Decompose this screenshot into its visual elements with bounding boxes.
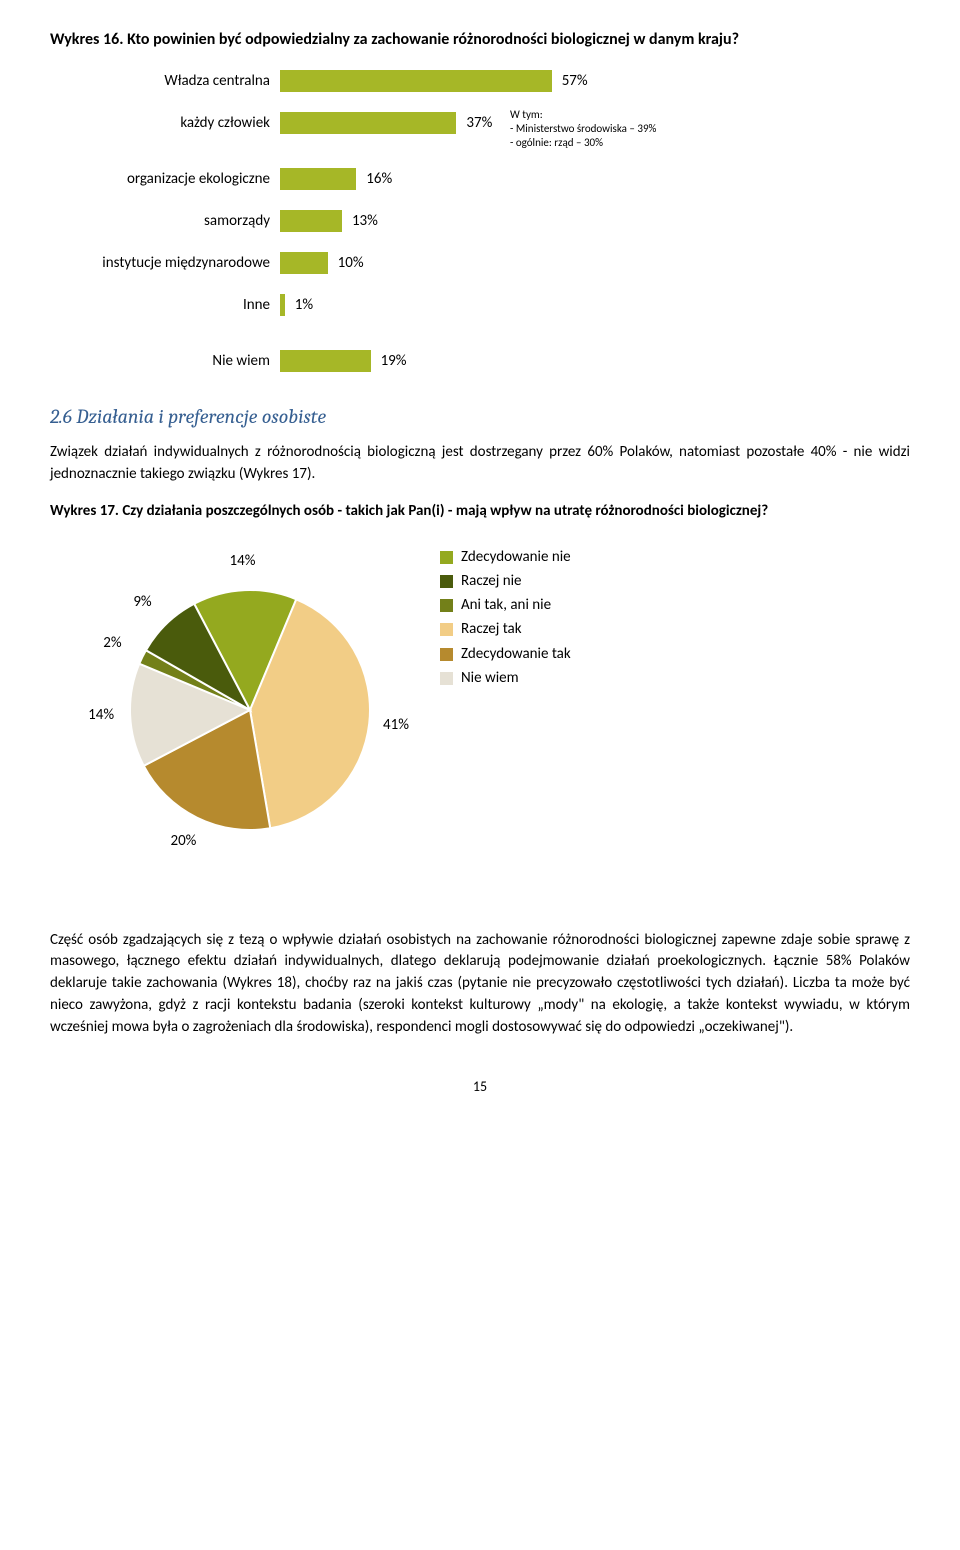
bar-value: 10% [338, 254, 364, 272]
bar-label: Inne [80, 296, 280, 314]
section-heading: 2.6 Działania i preferencje osobiste [50, 405, 910, 428]
bar-chart-16: Władza centralna57%każdy człowiek37%W ty… [80, 67, 910, 375]
bar-row: instytucje międzynarodowe 10% [80, 249, 910, 277]
legend-swatch [440, 599, 453, 612]
bar-label: każdy człowiek [80, 114, 280, 132]
page-number: 15 [50, 1078, 910, 1095]
legend-item: Raczej nie [440, 570, 571, 593]
figure-16-title: Wykres 16. Kto powinien być odpowiedzial… [50, 30, 910, 49]
bar-label: instytucje międzynarodowe [80, 254, 280, 272]
bar-track: 10% [280, 252, 910, 274]
bar-fill [280, 112, 456, 134]
bar-value: 57% [562, 72, 588, 90]
bar-value: 1% [295, 296, 313, 314]
bar-track: 13% [280, 210, 910, 232]
pie-slice-label: 41% [383, 716, 409, 734]
bar-value: 13% [352, 212, 378, 230]
bar-note: W tym: - Ministerstwo środowiska – 39% -… [510, 108, 656, 149]
legend-item: Raczej tak [440, 618, 571, 641]
bar-row: organizacje ekologiczne 16% [80, 165, 910, 193]
bar-track: 37%W tym: - Ministerstwo środowiska – 39… [280, 112, 910, 134]
legend-label: Zdecydowanie nie [461, 546, 571, 569]
bar-fill [280, 252, 328, 274]
legend-swatch [440, 648, 453, 661]
legend-item: Zdecydowanie tak [440, 643, 571, 666]
legend-item: Nie wiem [440, 667, 571, 690]
bar-value: 19% [381, 352, 407, 370]
pie-chart-17: 14%41%20%14%2%9% Zdecydowanie nieRaczej … [80, 540, 910, 900]
bar-value: 16% [366, 170, 392, 188]
pie-slice-label: 2% [103, 634, 121, 652]
bar-label: organizacje ekologiczne [80, 170, 280, 188]
legend-swatch [440, 551, 453, 564]
legend-swatch [440, 575, 453, 588]
legend-item: Zdecydowanie nie [440, 546, 571, 569]
bar-row: Inne 1% [80, 291, 910, 319]
legend-label: Raczej tak [461, 618, 522, 641]
legend-label: Ani tak, ani nie [461, 594, 551, 617]
bar-row: samorządy 13% [80, 207, 910, 235]
legend-item: Ani tak, ani nie [440, 594, 571, 617]
bar-track: 16% [280, 168, 910, 190]
pie-slice-label: 14% [229, 552, 255, 570]
bar-label: Władza centralna [80, 72, 280, 90]
paragraph-2: Część osób zgadzających się z tezą o wpł… [50, 930, 910, 1039]
pie-slice-label: 14% [88, 706, 114, 724]
figure-17-title: Wykres 17. Czy działania poszczególnych … [50, 502, 910, 520]
bar-track: 57% [280, 70, 910, 92]
bar-track: 19% [280, 350, 910, 372]
pie-slice-label: 9% [133, 593, 151, 611]
bar-row: Nie wiem 19% [80, 347, 910, 375]
legend-swatch [440, 672, 453, 685]
legend-label: Raczej nie [461, 570, 522, 593]
bar-fill [280, 294, 285, 316]
pie-legend: Zdecydowanie nieRaczej nieAni tak, ani n… [440, 546, 571, 692]
bar-fill [280, 168, 356, 190]
bar-row: każdy człowiek37%W tym: - Ministerstwo ś… [80, 109, 910, 137]
paragraph-1: Związek działań indywidualnych z różnoro… [50, 442, 910, 486]
bar-fill [280, 210, 342, 232]
pie-svg [80, 540, 420, 880]
legend-swatch [440, 623, 453, 636]
legend-label: Nie wiem [461, 667, 519, 690]
bar-value: 37% [466, 114, 492, 132]
bar-track: 1% [280, 294, 910, 316]
pie-slice-label: 20% [170, 832, 196, 850]
bar-label: Nie wiem [80, 352, 280, 370]
bar-fill [280, 70, 552, 92]
bar-row: Władza centralna 57% [80, 67, 910, 95]
bar-fill [280, 350, 371, 372]
bar-label: samorządy [80, 212, 280, 230]
legend-label: Zdecydowanie tak [461, 643, 571, 666]
